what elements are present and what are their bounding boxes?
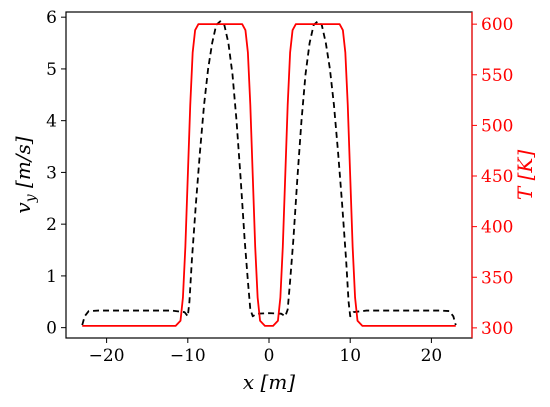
x-tick-label: 10 xyxy=(339,346,361,366)
series-line-velocity xyxy=(81,20,457,326)
x-tick-label: 0 xyxy=(264,346,275,366)
x-tick-label: −10 xyxy=(170,346,206,366)
right-y-tick-label: 400 xyxy=(481,218,513,238)
tick-layer: −20 −10 0 10 20 0 1 2 3 4 5 6 300 350 400 450 500 550 600 xyxy=(46,8,513,366)
right-y-tick-label: 550 xyxy=(481,66,513,86)
x-tick-label: 20 xyxy=(421,346,443,366)
plot-area-frame xyxy=(65,11,473,339)
left-y-tick-label: 6 xyxy=(46,8,57,28)
left-y-tick-label: 2 xyxy=(46,215,57,235)
left-y-axis-label-text: vy [m/s] xyxy=(11,136,39,213)
series-layer xyxy=(81,20,457,327)
left-y-tick-label: 0 xyxy=(46,319,57,339)
right-y-tick-label: 450 xyxy=(481,167,513,187)
left-y-tick-label: 5 xyxy=(46,60,57,80)
x-tick-label: −20 xyxy=(89,346,125,366)
right-y-tick-label: 600 xyxy=(481,15,513,35)
x-axis-label-text: x [m] xyxy=(243,370,295,394)
left-y-tick-label: 1 xyxy=(46,267,57,287)
series-line-temperature xyxy=(82,23,456,327)
left-y-axis-label: vy [m/s] xyxy=(11,136,39,213)
right-y-axis-label-text: T [K] xyxy=(513,150,537,200)
x-axis-label: x [m] xyxy=(243,370,295,394)
right-y-axis-label: T [K] xyxy=(513,150,537,200)
left-y-tick-label: 3 xyxy=(46,163,57,183)
right-y-tick-label: 350 xyxy=(481,268,513,288)
left-y-tick-label: 4 xyxy=(46,112,57,132)
right-y-tick-label: 500 xyxy=(481,116,513,136)
right-y-tick-label: 300 xyxy=(481,319,513,339)
